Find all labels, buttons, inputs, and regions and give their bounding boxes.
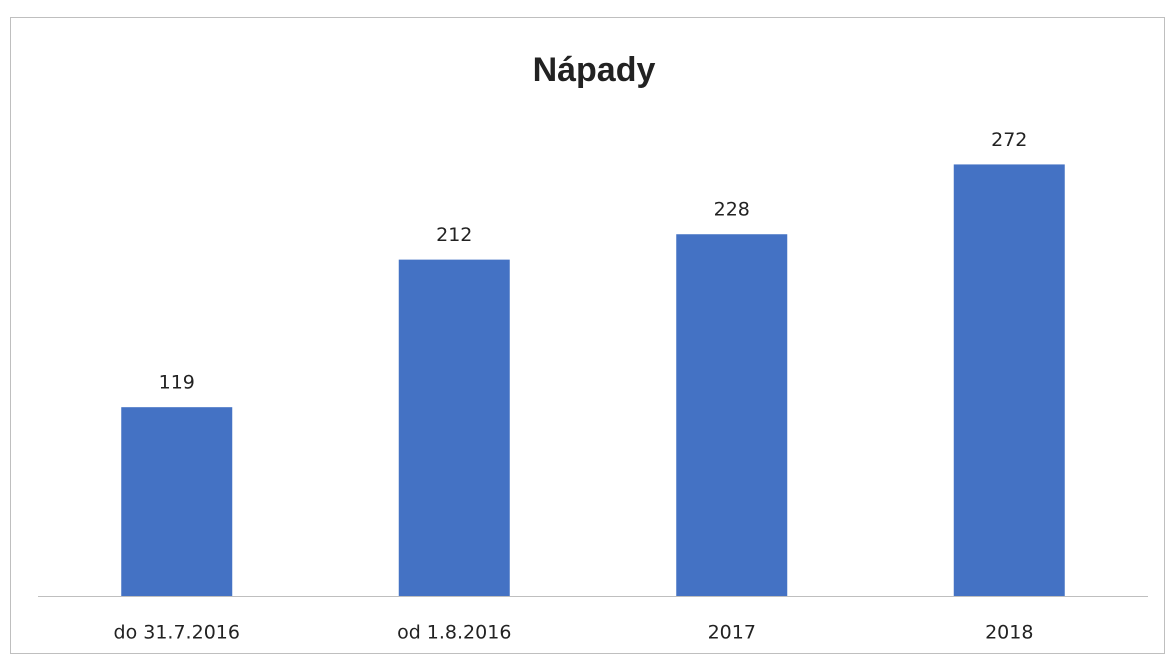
- data-label: 212: [436, 224, 472, 246]
- data-label: 119: [159, 372, 195, 394]
- x-tick-label: do 31.7.2016: [114, 622, 240, 644]
- x-tick-label: 2018: [985, 622, 1033, 644]
- bar: [121, 407, 233, 596]
- bar: [953, 164, 1065, 596]
- x-tick-label: od 1.8.2016: [397, 622, 511, 644]
- bar: [676, 234, 788, 597]
- data-label: 228: [714, 199, 750, 221]
- x-tick-label: 2017: [708, 622, 756, 644]
- chart-title: Nápady: [533, 51, 656, 89]
- data-label: 272: [991, 129, 1027, 151]
- bar: [398, 259, 510, 596]
